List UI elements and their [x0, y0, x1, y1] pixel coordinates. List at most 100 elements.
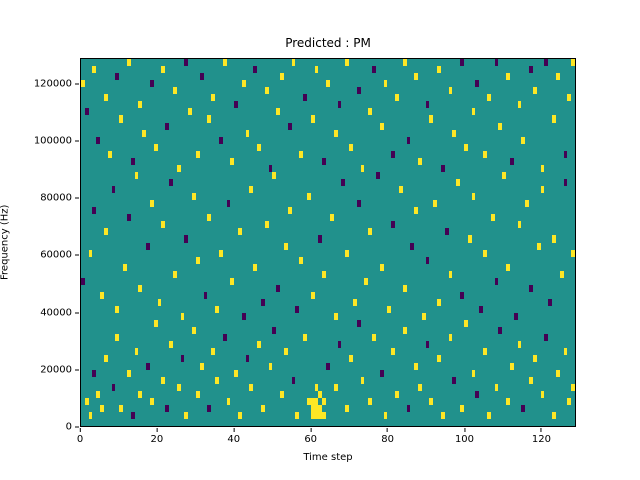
heatmap-cell	[134, 348, 139, 356]
heatmap-cell	[142, 129, 147, 137]
heatmap-cell	[257, 341, 261, 349]
heatmap-cell	[188, 108, 193, 116]
heatmap-cell	[502, 171, 507, 179]
heatmap-cell	[494, 383, 499, 391]
heatmap-cell	[299, 150, 304, 158]
heatmap-cell	[180, 355, 185, 363]
x-tick-mark	[463, 428, 465, 432]
heatmap-cell	[314, 383, 319, 391]
heatmap-cell	[559, 270, 564, 278]
x-tick: 80	[381, 428, 394, 445]
heatmap-cell	[318, 404, 323, 412]
heatmap-cell	[215, 306, 219, 314]
y-axis-label: Frequency (Hz)	[0, 204, 11, 281]
y-tick: 20000	[40, 364, 79, 375]
heatmap-cell	[509, 362, 514, 370]
x-tick-label: 60	[304, 434, 318, 445]
heatmap-cell	[115, 73, 120, 81]
y-tick: 120000	[34, 78, 79, 89]
heatmap-cell	[517, 101, 522, 109]
heatmap-cell	[314, 411, 319, 419]
heatmap-cell	[165, 122, 170, 130]
y-tick-mark	[75, 426, 79, 428]
heatmap-cell	[195, 150, 200, 158]
heatmap-cell	[494, 59, 499, 67]
heatmap-cell	[337, 101, 342, 109]
heatmap-cell	[149, 200, 154, 208]
heatmap-cell	[402, 284, 407, 292]
heatmap-cell	[103, 228, 108, 236]
heatmap-cell	[184, 235, 189, 243]
heatmap-cell	[161, 221, 166, 229]
heatmap-cell	[463, 143, 468, 151]
heatmap-cell	[303, 94, 307, 102]
heatmap-cell	[506, 263, 510, 271]
heatmap-cell	[138, 390, 143, 398]
heatmap-cell	[456, 179, 461, 187]
heatmap-cell	[529, 376, 533, 384]
heatmap-cell	[417, 383, 422, 391]
heatmap-cell	[241, 313, 246, 321]
heatmap-cell	[483, 150, 487, 158]
heatmap-cell	[540, 186, 545, 194]
x-tick-mark	[387, 428, 389, 432]
plot-area	[80, 58, 576, 427]
y-tick-mark	[75, 254, 79, 256]
heatmap-cell	[433, 200, 438, 208]
heatmap-cell	[176, 164, 181, 172]
heatmap-cell	[249, 383, 254, 391]
heatmap-cell	[429, 115, 434, 123]
heatmap-cell	[379, 122, 384, 130]
heatmap-cell	[356, 320, 361, 328]
heatmap-cell	[92, 369, 97, 377]
heatmap-cell	[126, 369, 131, 377]
heatmap-cell	[529, 66, 533, 74]
heatmap-cell	[203, 291, 208, 299]
heatmap-cell	[264, 221, 269, 229]
heatmap-cell	[283, 242, 288, 250]
heatmap-cell	[272, 327, 277, 335]
y-tick: 60000	[40, 250, 79, 261]
heatmap-cell	[126, 59, 131, 67]
heatmap-cell	[295, 306, 300, 314]
heatmap-cell	[467, 235, 472, 243]
y-tick-mark	[75, 83, 79, 85]
heatmap-cell	[440, 164, 445, 172]
heatmap-cell	[391, 150, 395, 158]
heatmap-cell	[134, 171, 139, 179]
heatmap-cell	[352, 298, 357, 307]
heatmap-cell	[84, 397, 89, 405]
heatmap-cell	[555, 369, 560, 377]
heatmap-cell	[475, 80, 480, 88]
heatmap-cell	[153, 320, 158, 328]
heatmap-cell	[291, 376, 296, 384]
heatmap-cell	[552, 235, 556, 243]
heatmap-cell	[345, 249, 350, 257]
heatmap-cell	[444, 228, 449, 236]
heatmap-cell	[245, 129, 250, 137]
heatmap-cell	[153, 143, 158, 151]
heatmap-cell	[391, 221, 395, 229]
heatmap-cell	[165, 404, 170, 412]
heatmap-cell	[329, 214, 334, 222]
heatmap-cell	[92, 66, 97, 74]
y-tick: 80000	[40, 193, 79, 204]
heatmap-cell	[517, 221, 522, 229]
heatmap-cell	[567, 397, 572, 405]
heatmap-cell	[245, 355, 250, 363]
heatmap-cell	[149, 80, 154, 88]
heatmap-cell	[291, 59, 296, 67]
heatmap-cell	[372, 334, 376, 342]
heatmap-cell	[532, 87, 537, 95]
y-tick-mark	[75, 369, 79, 371]
heatmap-cell	[253, 66, 258, 74]
heatmap-cell	[406, 404, 411, 412]
heatmap-cell	[322, 397, 327, 405]
heatmap-cell	[264, 87, 269, 95]
x-axis-ticks: 0 20 40 60 80 100 120	[77, 428, 576, 448]
y-tick-mark	[75, 312, 79, 314]
heatmap-cell	[130, 411, 135, 419]
heatmap-cell	[184, 411, 189, 419]
heatmap-cell	[555, 73, 560, 81]
